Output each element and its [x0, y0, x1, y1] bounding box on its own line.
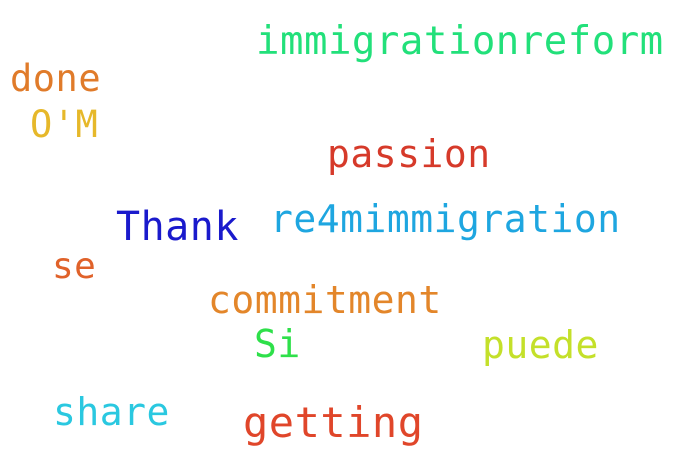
word-passion: passion	[327, 132, 491, 176]
word-puede: puede	[482, 323, 599, 367]
word-thank: Thank	[116, 204, 239, 250]
word-se: se	[52, 246, 97, 287]
word-done: done	[10, 57, 102, 100]
word-share: share	[53, 390, 170, 434]
word-getting: getting	[243, 398, 424, 447]
word-immigrationreform: immigrationreform	[256, 19, 664, 64]
word-re4mimmigration: re4mimmigration	[270, 197, 621, 241]
word-om: O'M	[30, 103, 99, 146]
word-si: Si	[254, 322, 301, 366]
word-commitment: commitment	[208, 278, 442, 322]
